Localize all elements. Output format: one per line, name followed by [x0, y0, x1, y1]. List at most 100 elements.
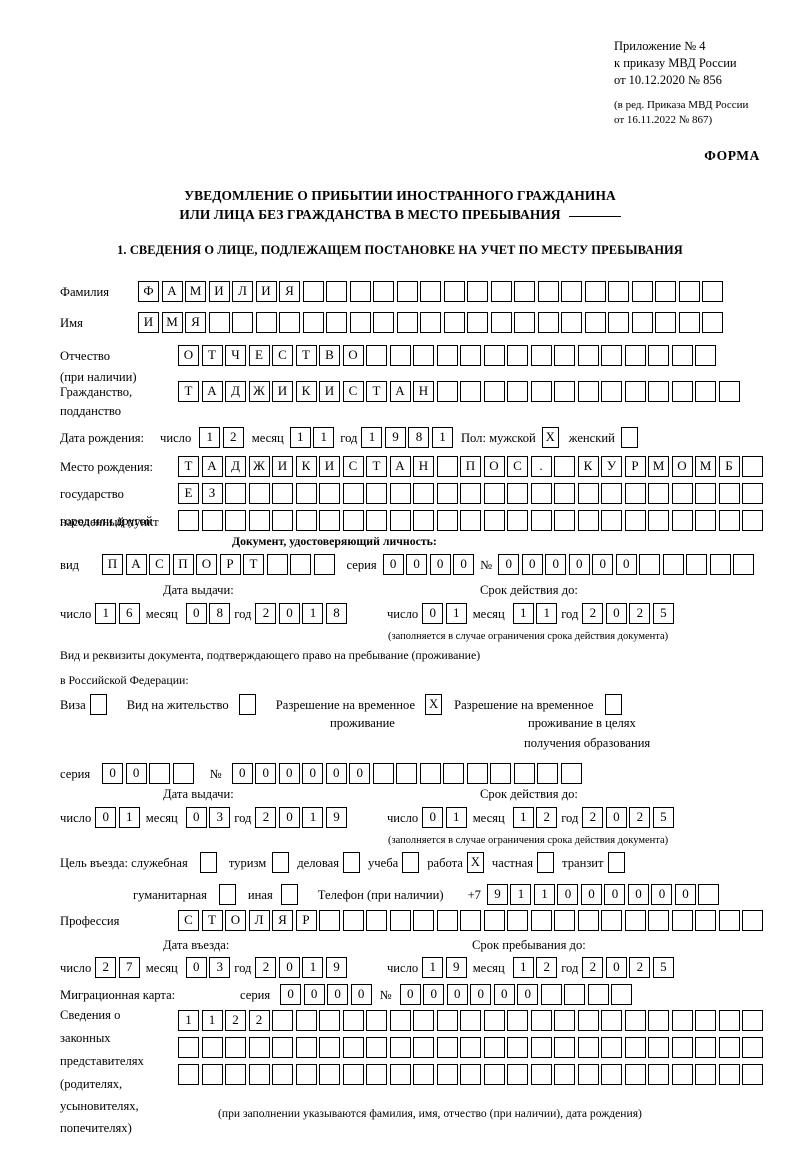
char-cell[interactable]	[483, 910, 505, 931]
char-cell[interactable]: О	[178, 345, 199, 366]
char-cell[interactable]	[577, 1010, 599, 1031]
char-cell[interactable]	[507, 1037, 528, 1058]
char-cell[interactable]: Ж	[248, 456, 270, 477]
char-cell[interactable]: М	[185, 281, 206, 302]
char-cell[interactable]	[507, 483, 528, 504]
char-cell[interactable]	[624, 381, 646, 402]
char-cell[interactable]: 2	[95, 957, 117, 978]
char-cell[interactable]	[698, 884, 720, 905]
char-cell[interactable]	[149, 763, 171, 784]
char-cell[interactable]: К	[577, 456, 599, 477]
char-cell[interactable]: 0	[605, 603, 627, 624]
char-cell[interactable]	[648, 1010, 669, 1031]
char-cell[interactable]	[507, 381, 528, 402]
char-cell[interactable]	[577, 510, 599, 531]
char-cell[interactable]: Т	[178, 381, 199, 402]
char-cell[interactable]: 0	[95, 807, 117, 828]
char-cell[interactable]	[587, 984, 609, 1005]
char-cell[interactable]: Д	[225, 456, 246, 477]
char-cell[interactable]: А	[389, 456, 411, 477]
char-cell[interactable]: 0	[278, 603, 300, 624]
char-cell[interactable]: И	[319, 381, 340, 402]
char-cell[interactable]	[413, 910, 434, 931]
char-cell[interactable]: 0	[349, 763, 371, 784]
char-cell[interactable]	[655, 281, 676, 302]
char-cell[interactable]	[678, 312, 700, 333]
char-cell[interactable]	[208, 312, 230, 333]
char-cell[interactable]: Р	[624, 456, 646, 477]
char-cell[interactable]: 1	[302, 807, 324, 828]
char-cell[interactable]	[178, 510, 199, 531]
char-cell[interactable]	[326, 312, 347, 333]
char-cell[interactable]	[436, 510, 458, 531]
char-cell[interactable]: 0	[651, 884, 673, 905]
char-cell[interactable]	[702, 312, 723, 333]
birth-place-line-3-input[interactable]	[178, 510, 763, 531]
char-cell[interactable]: 0	[605, 807, 627, 828]
char-cell[interactable]	[436, 483, 458, 504]
char-cell[interactable]: 1	[536, 603, 558, 624]
checkbox-female[interactable]	[620, 427, 638, 448]
char-cell[interactable]: И	[272, 456, 293, 477]
char-cell[interactable]: С	[272, 345, 293, 366]
char-cell[interactable]	[443, 281, 465, 302]
char-cell[interactable]	[302, 312, 324, 333]
char-cell[interactable]	[742, 1010, 763, 1031]
char-cell[interactable]: 0	[470, 984, 492, 1005]
char-cell[interactable]	[514, 312, 535, 333]
char-cell[interactable]	[718, 1064, 740, 1085]
char-cell[interactable]: О	[671, 456, 693, 477]
char-cell[interactable]: 0	[185, 957, 207, 978]
char-cell[interactable]: 0	[278, 957, 300, 978]
char-cell[interactable]: А	[161, 281, 183, 302]
char-cell[interactable]: Н	[413, 456, 434, 477]
char-cell[interactable]: 2	[536, 807, 558, 828]
char-cell[interactable]	[255, 312, 277, 333]
char-cell[interactable]	[507, 510, 528, 531]
char-cell[interactable]	[483, 1064, 505, 1085]
char-cell[interactable]	[513, 763, 535, 784]
char-cell[interactable]	[718, 1037, 740, 1058]
char-cell[interactable]: П	[460, 456, 481, 477]
char-cell[interactable]: 0	[399, 984, 421, 1005]
char-cell[interactable]	[225, 1037, 246, 1058]
char-cell[interactable]: 0	[604, 884, 626, 905]
char-cell[interactable]	[366, 345, 387, 366]
char-cell[interactable]: Ф	[138, 281, 159, 302]
legal-rep-line-3-input[interactable]	[178, 1064, 763, 1085]
char-cell[interactable]: 0	[280, 984, 302, 1005]
char-cell[interactable]	[326, 281, 347, 302]
char-cell[interactable]	[389, 510, 411, 531]
char-cell[interactable]: 3	[209, 807, 231, 828]
char-cell[interactable]: Р	[219, 554, 241, 575]
char-cell[interactable]	[490, 281, 512, 302]
char-cell[interactable]	[178, 1064, 199, 1085]
char-cell[interactable]	[631, 312, 653, 333]
char-cell[interactable]	[537, 763, 559, 784]
char-cell[interactable]	[201, 1037, 223, 1058]
char-cell[interactable]	[466, 763, 488, 784]
char-cell[interactable]	[718, 483, 740, 504]
char-cell[interactable]	[295, 483, 317, 504]
char-cell[interactable]	[561, 281, 582, 302]
char-cell[interactable]: А	[201, 381, 223, 402]
char-cell[interactable]	[313, 554, 335, 575]
char-cell[interactable]: К	[295, 456, 317, 477]
char-cell[interactable]: Д	[225, 381, 246, 402]
char-cell[interactable]	[540, 984, 562, 1005]
char-cell[interactable]: 1	[422, 957, 444, 978]
char-cell[interactable]: С	[149, 554, 170, 575]
char-cell[interactable]	[272, 510, 293, 531]
char-cell[interactable]	[319, 483, 340, 504]
char-cell[interactable]: 0	[605, 957, 627, 978]
char-cell[interactable]: 0	[125, 763, 147, 784]
char-cell[interactable]	[342, 510, 364, 531]
